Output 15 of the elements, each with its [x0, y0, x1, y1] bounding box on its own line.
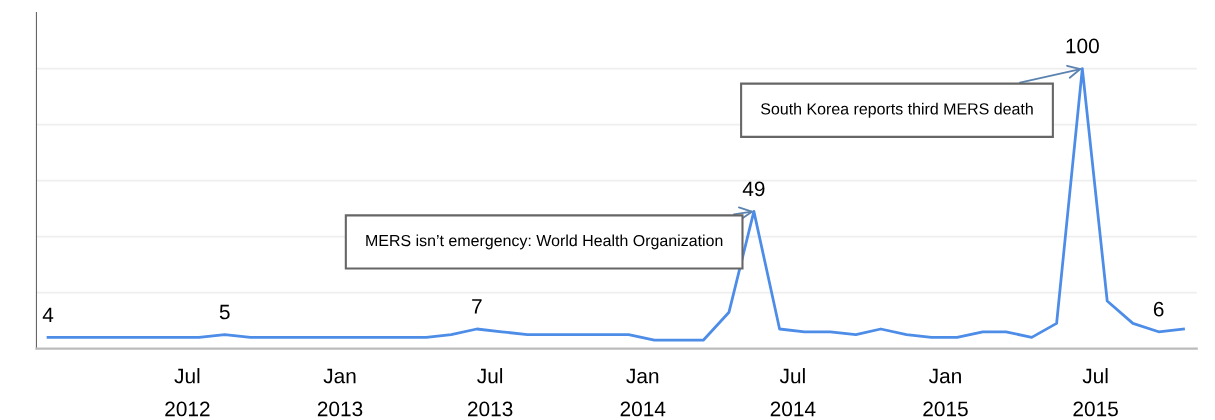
x-tick-label: Jul 2015	[1073, 368, 1118, 417]
data-label: 49	[742, 181, 765, 197]
data-label: 7	[472, 299, 482, 314]
x-tick-label: Jul 2014	[770, 368, 816, 417]
annotation: South Korea reports third MERS death	[761, 102, 1033, 118]
x-tick-label: Jan 2015	[923, 368, 968, 417]
data-label: 5	[219, 304, 230, 320]
x-tick-label: Jul 2012	[165, 368, 210, 417]
data-label: 6	[1153, 301, 1164, 317]
x-tick-label: Jul 2013	[468, 368, 513, 417]
annotation: MERS isn’t emergency: World Health Organization	[366, 234, 723, 250]
x-tick-label: Jan 2014	[620, 368, 666, 417]
data-label: 4	[42, 307, 54, 322]
data-label: 100	[1066, 38, 1099, 54]
x-tick-label: Jan 2013	[317, 368, 363, 417]
